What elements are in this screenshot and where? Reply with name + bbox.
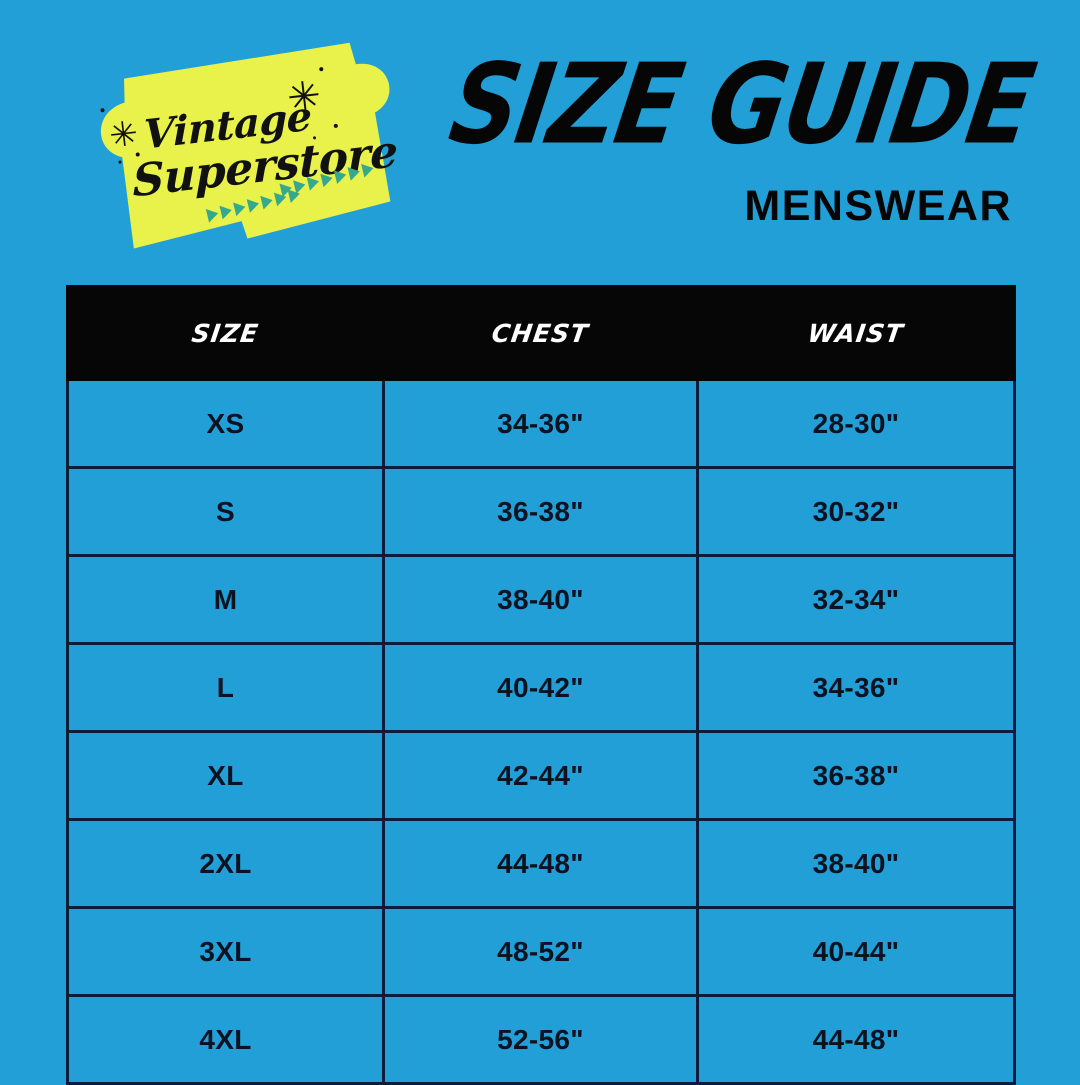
cell-waist: 34-36" bbox=[696, 642, 1016, 733]
sparkle-dot-icon bbox=[100, 107, 105, 113]
arrow-triangle-icon bbox=[293, 177, 308, 194]
sparkle-dot-icon bbox=[319, 66, 324, 72]
arrow-triangle-icon bbox=[320, 171, 335, 188]
page-subtitle: MENSWEAR bbox=[744, 181, 1012, 230]
column-header-chest: CHEST bbox=[382, 285, 699, 381]
column-header-size: SIZE bbox=[66, 285, 385, 381]
cell-size: S bbox=[66, 466, 385, 557]
arrow-triangle-icon bbox=[333, 167, 348, 185]
cell-waist: 40-44" bbox=[696, 906, 1016, 997]
table-row: M 38-40" 32-34" bbox=[66, 554, 1016, 645]
cell-waist: 32-34" bbox=[696, 554, 1016, 645]
cell-size: 4XL bbox=[66, 994, 385, 1085]
cell-chest: 52-56" bbox=[382, 994, 699, 1085]
cell-chest: 40-42" bbox=[382, 642, 699, 733]
table-row: 3XL 48-52" 40-44" bbox=[66, 906, 1016, 997]
cell-chest: 36-38" bbox=[382, 466, 699, 557]
cell-chest: 38-40" bbox=[382, 554, 699, 645]
sparkle-dot-icon bbox=[118, 160, 122, 164]
table-row: XL 42-44" 36-38" bbox=[66, 730, 1016, 821]
size-guide-table: SIZE CHEST WAIST XS 34-36" 28-30" S 36-3… bbox=[66, 285, 1016, 1085]
table-row: L 40-42" 34-36" bbox=[66, 642, 1016, 733]
arrow-triangle-icon bbox=[233, 199, 248, 217]
cell-chest: 48-52" bbox=[382, 906, 699, 997]
cell-size: 3XL bbox=[66, 906, 385, 997]
sparkle-dot-icon bbox=[333, 123, 338, 129]
page-title: SIZE GUIDE bbox=[441, 41, 1041, 170]
cell-chest: 42-44" bbox=[382, 730, 699, 821]
badge-shape bbox=[101, 42, 391, 249]
cell-chest: 34-36" bbox=[382, 378, 699, 469]
column-header-waist-label: WAIST bbox=[806, 318, 906, 348]
cell-waist: 38-40" bbox=[696, 818, 1016, 909]
cell-size: L bbox=[66, 642, 385, 733]
arrow-triangle-icon bbox=[219, 203, 234, 220]
column-header-size-label: SIZE bbox=[190, 318, 261, 348]
column-header-chest-label: CHEST bbox=[490, 318, 591, 348]
sparkle-icon-left: ✳ bbox=[107, 114, 141, 156]
table-row: 2XL 44-48" 38-40" bbox=[66, 818, 1016, 909]
table-body: XS 34-36" 28-30" S 36-38" 30-32" M 38-40… bbox=[66, 378, 1016, 1085]
arrow-triangle-icon bbox=[347, 164, 362, 181]
table-header: SIZE CHEST WAIST bbox=[66, 285, 1016, 381]
table-row: S 36-38" 30-32" bbox=[66, 466, 1016, 557]
cell-size: XS bbox=[66, 378, 385, 469]
arrow-triangle-icon bbox=[279, 180, 294, 198]
arrow-triangle-icon bbox=[205, 206, 220, 223]
column-header-waist: WAIST bbox=[696, 285, 1016, 381]
brand-logo-badge: ✳ ✳ Vintage Superstore bbox=[88, 42, 408, 253]
cell-size: 2XL bbox=[66, 818, 385, 909]
arrow-triangle-icon bbox=[260, 193, 275, 210]
cell-size: XL bbox=[66, 730, 385, 821]
cell-chest: 44-48" bbox=[382, 818, 699, 909]
cell-waist: 28-30" bbox=[696, 378, 1016, 469]
cell-waist: 44-48" bbox=[696, 994, 1016, 1085]
logo-text-group: ✳ ✳ Vintage Superstore bbox=[77, 31, 418, 271]
table-row: 4XL 52-56" 44-48" bbox=[66, 994, 1016, 1085]
arrow-triangle-icon bbox=[246, 196, 261, 213]
arrow-triangle-icon bbox=[306, 174, 321, 191]
title-block: SIZE GUIDE MENSWEAR bbox=[442, 41, 1041, 231]
cell-waist: 36-38" bbox=[696, 730, 1016, 821]
table-header-row: SIZE CHEST WAIST bbox=[66, 285, 1016, 381]
table-row: XS 34-36" 28-30" bbox=[66, 378, 1016, 469]
cell-waist: 30-32" bbox=[696, 466, 1016, 557]
cell-size: M bbox=[66, 554, 385, 645]
